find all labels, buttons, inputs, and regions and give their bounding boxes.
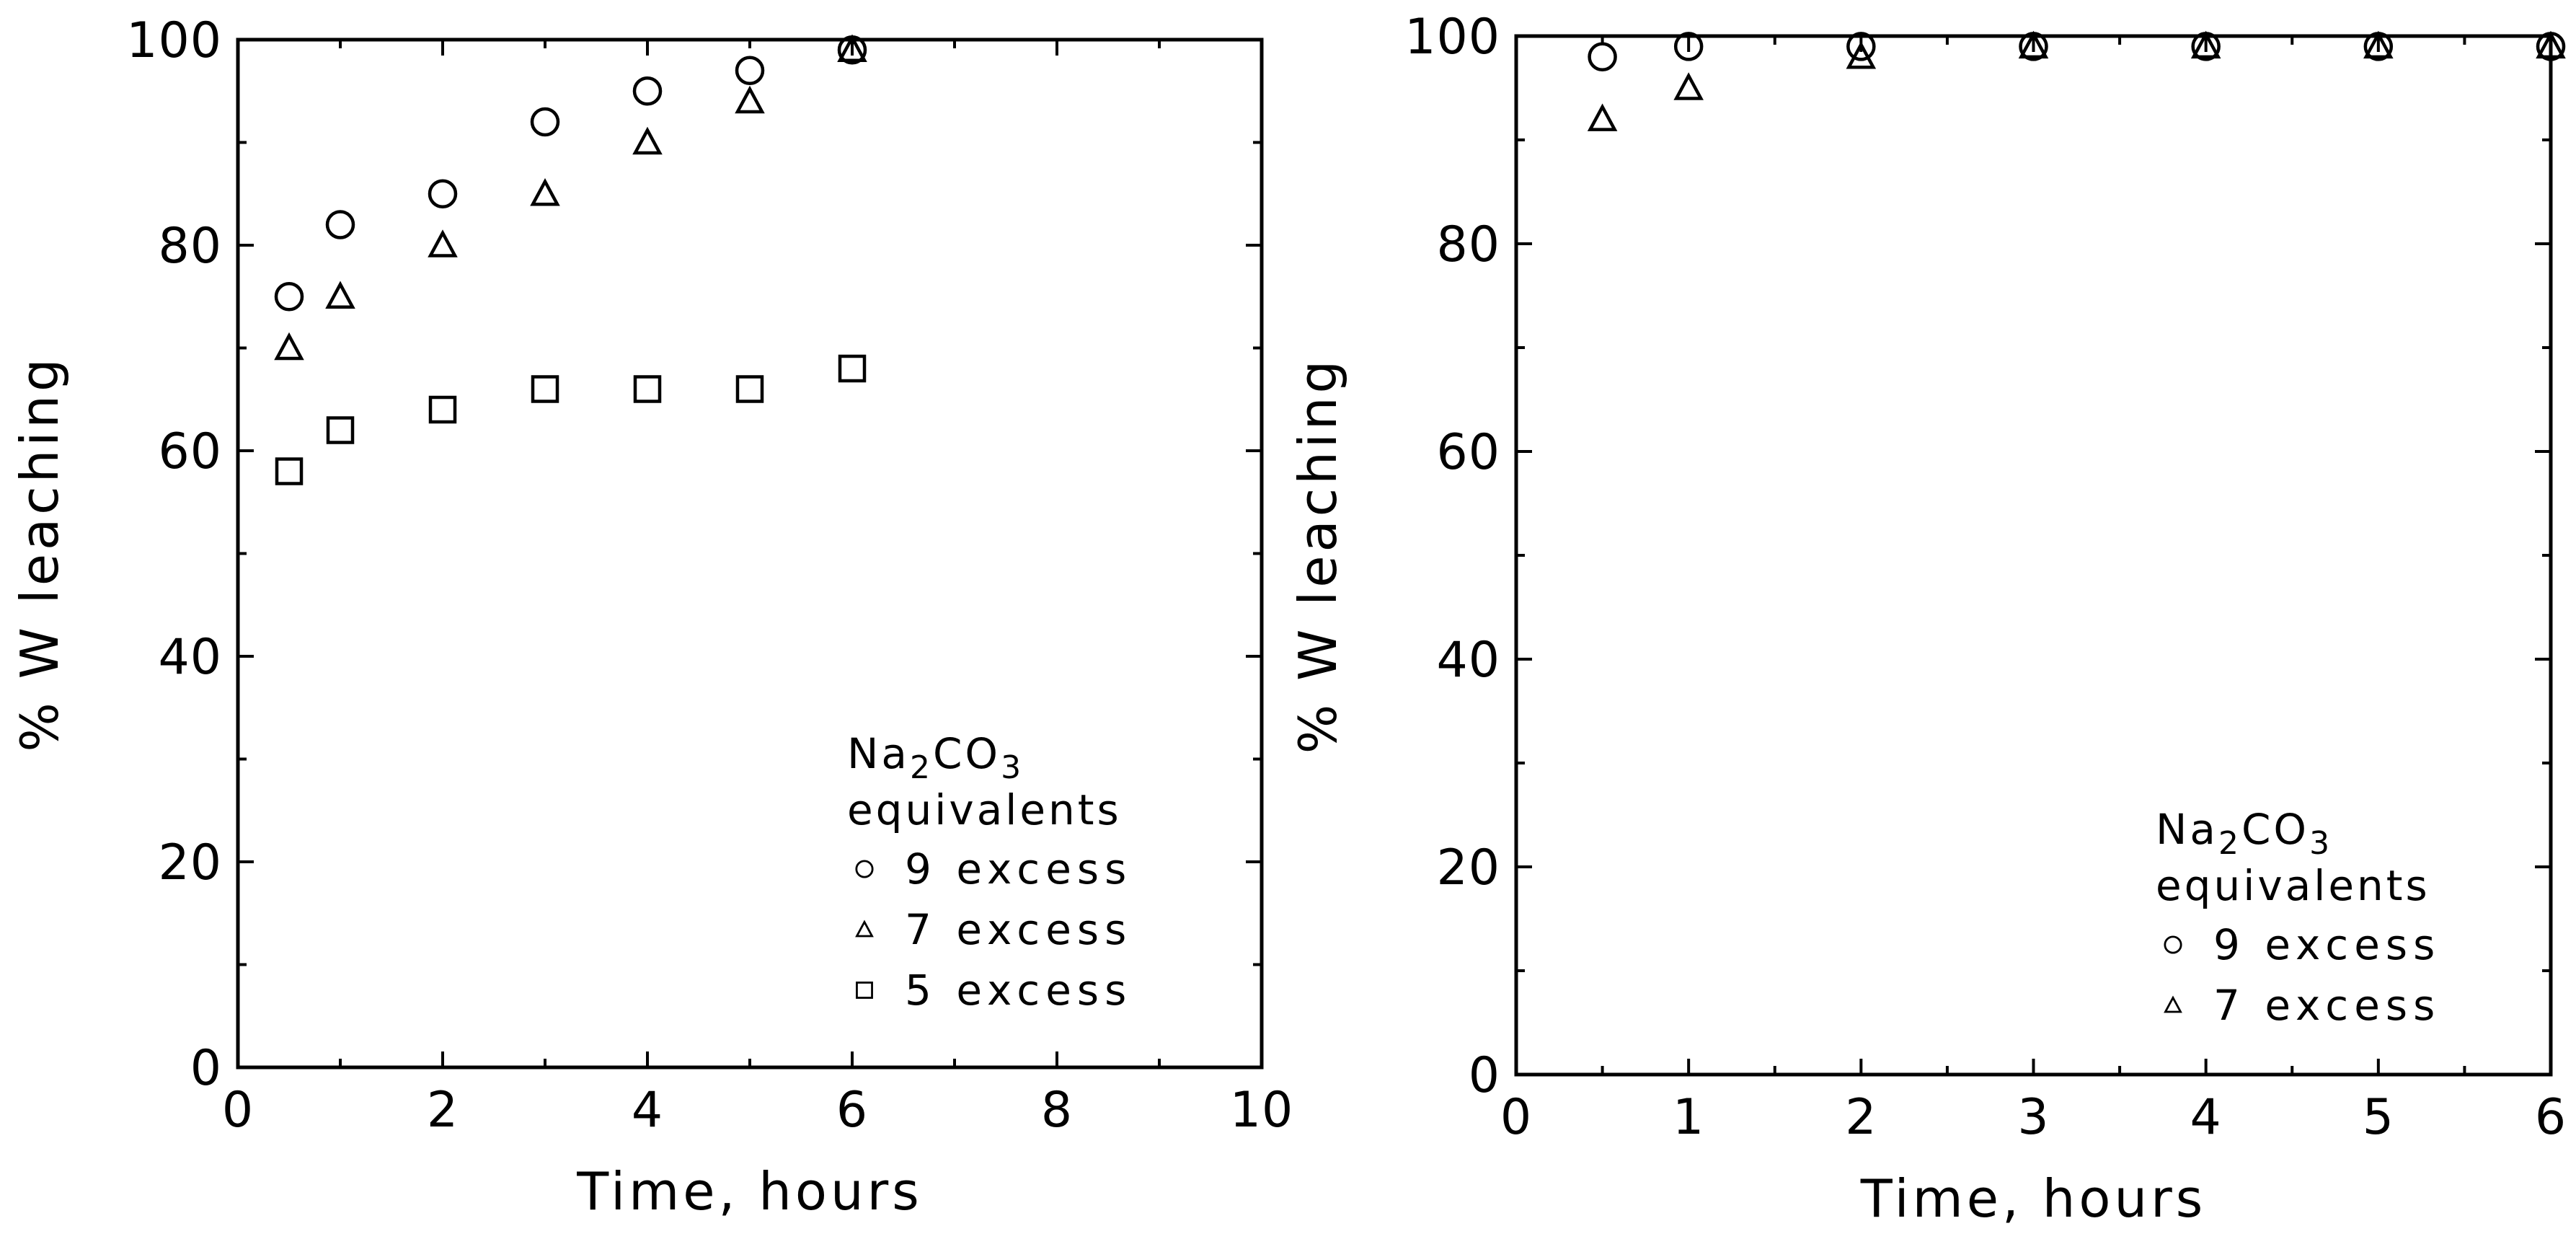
series-7-excess [1587,30,2566,131]
y-tick-label: 60 [1436,424,1500,481]
data-point-square [531,375,559,403]
y-tick-label: 40 [158,629,222,686]
data-point-circle [325,210,355,239]
data-point-circle [1673,32,1704,61]
legend-subtitle: equivalents [2156,861,2430,910]
legend-marker-triangle [2164,995,2182,1013]
data-point-triangle [274,332,304,361]
y-tick-label: 80 [158,218,222,275]
y-tick-label: 80 [1436,216,1500,273]
x-tick-label: 4 [2190,1089,2222,1146]
data-point-triangle [735,85,765,114]
data-point-square [735,375,764,403]
data-point-square [428,395,457,424]
legend-marker-circle [2164,935,2182,954]
x-axis-title: Time, hours [576,1161,922,1222]
x-tick-label: 8 [1041,1082,1073,1139]
legend-label: 7 excess [2213,981,2440,1030]
legend-title: Na2CO3 [847,729,1024,786]
data-point-triangle [428,229,458,257]
y-tick-label: 40 [1436,632,1500,689]
data-point-circle [530,107,560,137]
y-tick-label: 20 [1436,839,1500,896]
data-point-triangle [632,126,663,155]
y-tick-label: 0 [190,1040,222,1097]
data-point-triangle [837,34,867,62]
data-point-circle [735,56,765,85]
x-tick-label: 4 [632,1082,663,1139]
y-tick-label: 20 [158,834,222,891]
data-point-triangle [2018,30,2049,59]
x-tick-label: 6 [2535,1089,2567,1146]
data-point-triangle [325,281,355,309]
data-point-circle [428,179,458,208]
data-point-circle [274,282,304,312]
data-point-circle [1588,42,1617,72]
y-tick-label: 60 [158,423,222,480]
x-tick-label: 1 [1673,1089,1704,1146]
series-7-excess [274,34,867,361]
legend-marker-triangle [855,920,874,938]
data-point-square [326,416,355,444]
y-tick-label: 0 [1469,1047,1500,1104]
data-point-square [275,457,304,485]
x-tick-label: 3 [2017,1089,2049,1146]
legend-title: Na2CO3 [2156,805,2332,862]
y-tick-label: 100 [126,12,222,69]
x-tick-label: 2 [427,1082,459,1139]
data-point-circle [1846,32,1876,61]
x-tick-label: 2 [1845,1089,1877,1146]
data-point-square [633,375,662,403]
data-point-triangle [1846,41,1877,69]
x-tick-label: 5 [2363,1089,2394,1146]
series-5-excess [275,354,867,485]
legend-marker-square [856,982,873,999]
legend-label: 7 excess [905,905,1132,954]
x-tick-label: 10 [1230,1082,1294,1139]
legend-marker-circle [855,860,874,878]
data-point-triangle [1587,103,1618,131]
legend-label: 5 excess [905,966,1132,1015]
data-point-triangle [2536,30,2566,59]
legend-label: 9 excess [905,845,1132,894]
x-axis-title: Time, hours [1860,1168,2206,1229]
data-point-square [838,354,867,383]
y-axis-title: % W leaching [9,355,70,751]
data-point-triangle [2363,30,2394,59]
series-9-excess [274,35,867,312]
plot-frame [1514,34,2553,1077]
data-point-triangle [530,178,560,206]
x-tick-label: 0 [222,1082,254,1139]
data-point-circle [632,76,663,106]
x-tick-label: 6 [836,1082,868,1139]
y-tick-label: 100 [1404,9,1500,66]
data-point-triangle [1673,72,1704,100]
legend-subtitle: equivalents [847,785,1122,834]
series-9-excess [1588,32,2566,72]
x-tick-label: 0 [1500,1089,1532,1146]
legend-label: 9 excess [2213,920,2440,969]
y-axis-title: % W leaching [1288,357,1348,754]
data-point-triangle [2190,30,2221,59]
